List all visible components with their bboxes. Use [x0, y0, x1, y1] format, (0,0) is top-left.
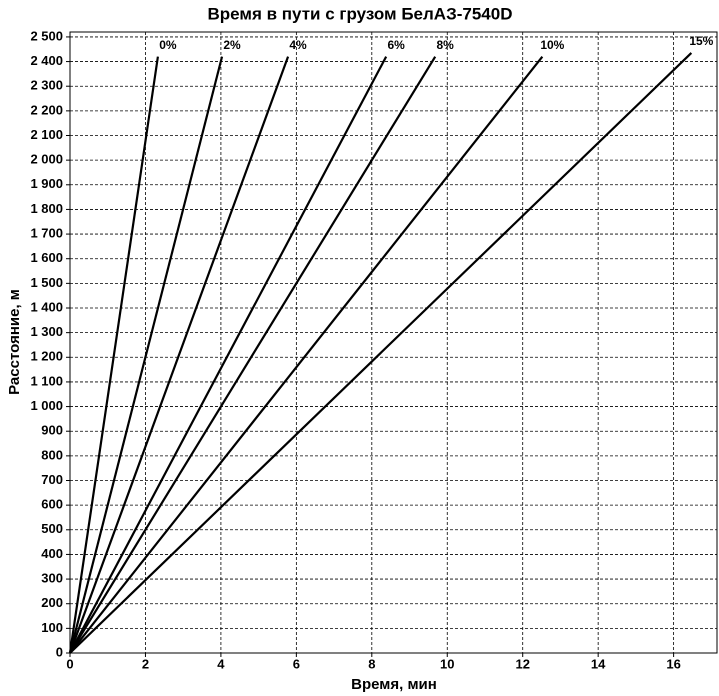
- series-label: 15%: [689, 34, 713, 48]
- y-tick-label: 800: [41, 447, 63, 462]
- series-label: 0%: [159, 38, 177, 52]
- y-tick-label: 1 700: [30, 226, 63, 241]
- series-line: [69, 52, 693, 654]
- y-tick-label: 2 300: [30, 78, 63, 93]
- y-tick-label: 300: [41, 571, 63, 586]
- y-tick-label: 0: [56, 644, 63, 659]
- y-tick-label: 500: [41, 521, 63, 536]
- y-tick-label: 1 000: [30, 398, 63, 413]
- x-tick-label: 14: [591, 656, 606, 671]
- y-tick-label: 400: [41, 546, 63, 561]
- y-axis-label: Расстояние, м: [6, 289, 23, 395]
- x-tick-label: 4: [217, 656, 225, 671]
- x-tick-label: 0: [66, 656, 73, 671]
- x-tick-label: 10: [440, 656, 454, 671]
- y-tick-label: 2 200: [30, 102, 63, 117]
- y-tick-label: 1 800: [30, 201, 63, 216]
- series-label: 2%: [223, 38, 241, 52]
- x-tick-label: 6: [293, 656, 300, 671]
- series-label: 8%: [437, 38, 455, 52]
- y-tick-label: 200: [41, 595, 63, 610]
- y-tick-label: 1 200: [30, 349, 63, 364]
- series-line: [68, 56, 224, 654]
- series-line: [69, 55, 544, 654]
- y-tick-label: 1 100: [30, 373, 63, 388]
- series-line: [68, 56, 159, 654]
- y-tick-label: 2 500: [30, 28, 63, 43]
- y-tick-label: 1 600: [30, 250, 63, 265]
- series-line: [69, 56, 437, 654]
- y-tick-label: 1 300: [30, 324, 63, 339]
- y-tick-label: 2 100: [30, 127, 63, 142]
- y-tick-label: 100: [41, 620, 63, 635]
- series-label: 4%: [289, 38, 307, 52]
- series-label: 10%: [540, 38, 564, 52]
- y-tick-label: 1 400: [30, 299, 63, 314]
- y-tick-label: 1 500: [30, 275, 63, 290]
- x-tick-label: 8: [368, 656, 375, 671]
- x-tick-label: 16: [666, 656, 680, 671]
- series-line: [69, 56, 388, 654]
- x-tick-label: 12: [515, 656, 529, 671]
- chart-title: Время в пути с грузом БелАЗ-7540D: [207, 4, 512, 23]
- series-line: [68, 56, 290, 654]
- y-tick-label: 2 000: [30, 152, 63, 167]
- y-tick-label: 700: [41, 472, 63, 487]
- x-axis-label: Время, мин: [351, 676, 437, 693]
- y-tick-label: 2 400: [30, 53, 63, 68]
- y-tick-label: 600: [41, 497, 63, 512]
- y-tick-label: 900: [41, 423, 63, 438]
- x-tick-label: 2: [142, 656, 149, 671]
- series-label: 6%: [387, 38, 405, 52]
- y-tick-label: 1 900: [30, 176, 63, 191]
